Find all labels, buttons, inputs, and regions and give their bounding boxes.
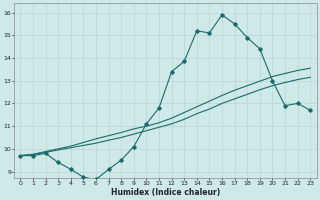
X-axis label: Humidex (Indice chaleur): Humidex (Indice chaleur) bbox=[111, 188, 220, 197]
